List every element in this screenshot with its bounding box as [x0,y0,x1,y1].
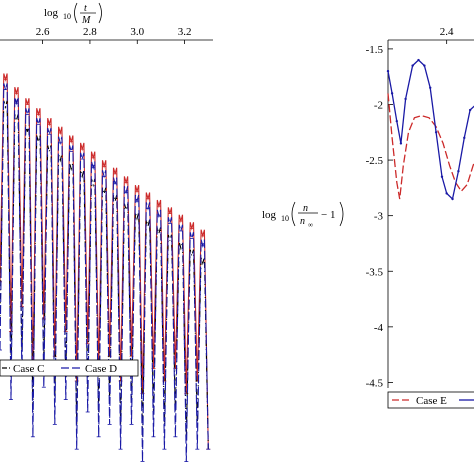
left-x-tick-label: 2.8 [83,26,97,38]
right-series-point [386,69,390,73]
right-y-tick-label: -4 [374,322,384,334]
right-ylabel-paren-open [291,201,296,227]
right-x-tick-label: 2.4 [440,26,454,38]
right-series-point [417,58,420,62]
left-x-tick-label: 2.6 [36,26,50,38]
right-y-axis-title: log 10 n n ∞ − 1 [262,201,344,229]
right-y-tick-label: -4.5 [366,377,384,389]
right-series-point [434,131,438,134]
legend-case-c-label: Case C [13,363,44,375]
right-y-tick-label: -2.5 [366,155,384,167]
left-xlabel-log: log [44,7,59,19]
left-xlabel-den: M [81,15,91,26]
right-x-ticks: 2.4 [440,26,454,44]
right-series-point [440,175,444,178]
left-x-ticks: 2.6 2.8 3.0 3.2 [36,26,192,44]
legend-case-e-label: Case E [416,395,447,407]
right-y-tick-label: -2 [374,99,383,111]
right-ylabel-minus-one: − 1 [321,209,335,221]
right-series-point [423,64,426,67]
right-series-point [390,92,394,95]
right-ylabel-paren-close [339,201,344,227]
right-y-tick-label: -1.5 [366,44,384,56]
right-legend: Case E [387,391,474,409]
right-series-line [387,59,474,201]
left-xlabel-paren-open [74,2,78,24]
right-series-point [395,119,398,123]
right-series-group [386,58,474,201]
left-xlabel-paren-close [98,2,102,24]
right-ylabel-num: n [303,203,308,214]
right-series-point [463,136,466,140]
right-series-point [445,192,448,195]
left-x-tick-label: 3.2 [178,26,192,38]
left-xlabel-sub: 10 [63,12,71,21]
left-xlabel-num: t [84,3,87,14]
left-legend: Case C Case D [0,359,139,377]
right-chart: 2.4 -1.5 -2 -2.5 -3 -3.5 -4 -4.5 log 10 n n ∞ … [262,26,474,409]
right-y-tick-label: -3 [374,211,384,223]
right-legend-box [387,391,474,409]
right-series-point [451,197,454,201]
left-series-group [0,73,211,463]
right-series-point [404,97,407,101]
right-ylabel-log: log [262,209,277,221]
left-x-axis-title: log 10 t M [44,2,102,26]
right-y-tick-label: -3.5 [366,266,384,278]
right-ylabel-den-sub: ∞ [308,221,313,229]
left-series-line [0,83,209,462]
right-ylabel-sub: 10 [281,214,289,223]
right-series-point [468,108,472,112]
right-series-point [429,86,432,90]
legend-case-d-label: Case D [85,363,117,375]
left-x-tick-label: 3.0 [130,26,144,38]
right-y-ticks: -1.5 -2 -2.5 -3 -3.5 -4 -4.5 [366,44,393,389]
left-chart: 2.6 2.8 3.0 3.2 log 10 t M Case C Case D [0,2,213,463]
right-ylabel-den: n [300,216,305,227]
right-series-point [457,169,460,173]
right-series-point [411,64,414,67]
right-series-point [399,142,403,145]
